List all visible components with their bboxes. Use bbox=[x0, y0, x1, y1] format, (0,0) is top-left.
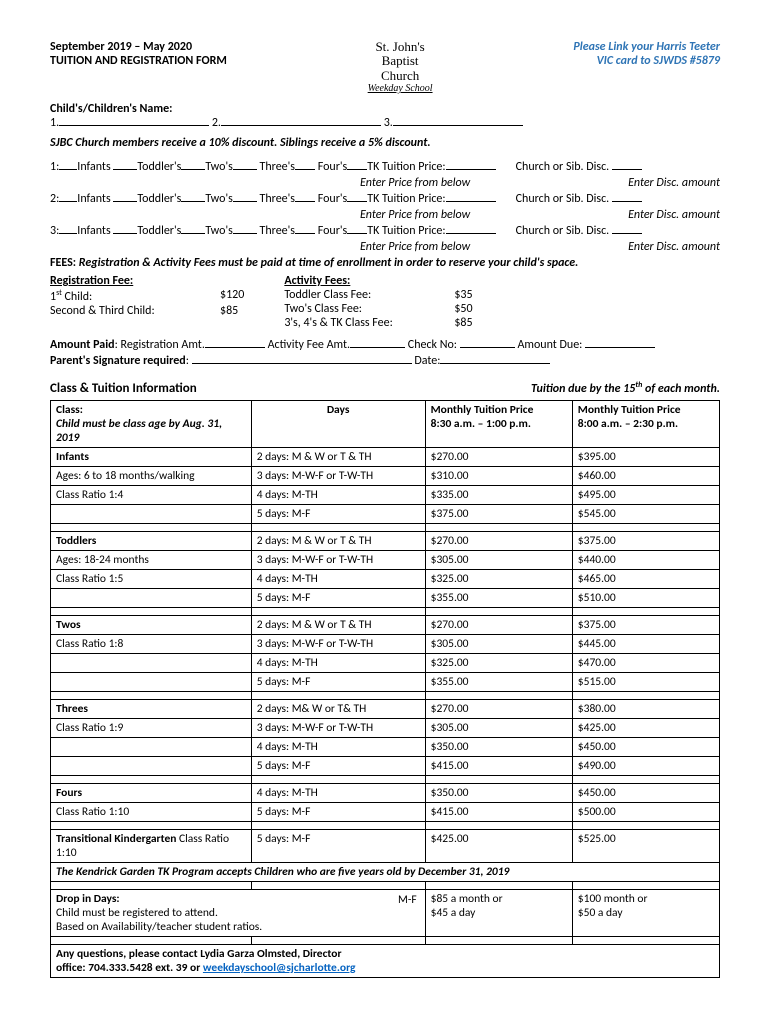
col-class: Class: Child must be class age by Aug. 3… bbox=[51, 400, 252, 447]
reg-fee-row: 1st Child: $120 bbox=[50, 288, 244, 304]
table-row: 4 days: M-TH$325.00$470.00 bbox=[51, 653, 720, 672]
signature-field[interactable] bbox=[192, 363, 412, 364]
table-row: Threes2 days: M& W or T& TH$270.00$380.0… bbox=[51, 699, 720, 718]
enroll-hint: Enter Price from belowEnter Disc. amount bbox=[50, 208, 720, 222]
activity-fee-title: Activity Fees: bbox=[284, 274, 472, 288]
col-days: Days bbox=[251, 400, 425, 447]
contact-row: Any questions, please contact Lydia Garz… bbox=[51, 944, 720, 977]
table-row: 5 days: M-F$355.00$510.00 bbox=[51, 588, 720, 607]
table-row: 4 days: M-TH$350.00$450.00 bbox=[51, 737, 720, 756]
table-row: Twos2 days: M & W or T & TH$270.00$375.0… bbox=[51, 615, 720, 634]
table-row: 5 days: M-F$375.00$545.00 bbox=[51, 504, 720, 523]
table-row: Ages: 6 to 18 months/walking3 days: M-W-… bbox=[51, 466, 720, 485]
table-row: Class Ratio 1:44 days: M-TH$335.00$495.0… bbox=[51, 485, 720, 504]
date-field[interactable] bbox=[440, 363, 550, 364]
registration-fee-title: Registration Fee: bbox=[50, 274, 244, 288]
enroll-row: 1:Infants Toddler'sTwo's Three's Four'sT… bbox=[50, 160, 720, 174]
child-name-field-1[interactable] bbox=[59, 125, 209, 126]
amount-paid-line: Amount Paid: Registration Amt. Activity … bbox=[50, 338, 720, 352]
act-fee-row: Two's Class Fee:$50 bbox=[284, 302, 472, 316]
table-row: Infants2 days: M & W or T & TH$270.00$39… bbox=[51, 447, 720, 466]
table-row: 5 days: M-F$415.00$490.00 bbox=[51, 756, 720, 775]
table-row: Class Ratio 1:83 days: M-W-F or T-W-TH$3… bbox=[51, 634, 720, 653]
discount-note: SJBC Church members receive a 10% discou… bbox=[50, 136, 720, 150]
act-amt-field[interactable] bbox=[350, 347, 405, 348]
header-left: September 2019 – May 2020 TUITION AND RE… bbox=[50, 40, 227, 68]
dropin-row: Drop in Days:Child must be registered to… bbox=[51, 889, 720, 936]
act-fee-row: 3's, 4's & TK Class Fee:$85 bbox=[284, 316, 472, 330]
col-price1: Monthly Tuition Price 8:30 a.m. – 1:00 p… bbox=[425, 400, 572, 447]
table-row: Class Ratio 1:105 days: M-F$415.00$500.0… bbox=[51, 802, 720, 821]
header: September 2019 – May 2020 TUITION AND RE… bbox=[50, 40, 720, 94]
child-name-field-2[interactable] bbox=[221, 125, 381, 126]
form-title: TUITION AND REGISTRATION FORM bbox=[50, 54, 227, 68]
class-tuition-header: Class & Tuition Information Tuition due … bbox=[50, 380, 720, 396]
col-price2: Monthly Tuition Price 8:00 a.m. – 2:30 p… bbox=[572, 400, 719, 447]
enroll-hint: Enter Price from belowEnter Disc. amount bbox=[50, 176, 720, 190]
child-name-label: Child's/Children's Name: bbox=[50, 102, 172, 116]
table-row: Ages: 18-24 months3 days: M-W-F or T-W-T… bbox=[51, 550, 720, 569]
fees-heading: FEES: FEES: Registration & Activity Fees… bbox=[50, 256, 720, 270]
act-fee-row: Toddler Class Fee:$35 bbox=[284, 288, 472, 302]
signature-line: Parent's Signature required: Date: bbox=[50, 354, 720, 368]
reg-amt-field[interactable] bbox=[205, 347, 265, 348]
child-name-field-3[interactable] bbox=[393, 125, 523, 126]
amount-due-field[interactable] bbox=[585, 347, 655, 348]
child-name-section: Child's/Children's Name: 1. 2. 3. bbox=[50, 102, 720, 130]
enroll-hint: Enter Price from belowEnter Disc. amount bbox=[50, 240, 720, 254]
enroll-row: 3:Infants Toddler'sTwo's Three's Four'sT… bbox=[50, 224, 720, 238]
table-row: Toddlers2 days: M & W or T & TH$270.00$3… bbox=[51, 531, 720, 550]
fees-section: Registration Fee: 1st Child: $120 Second… bbox=[50, 274, 720, 330]
church-logo-text: St. John's Baptist Church Weekday School bbox=[368, 40, 433, 94]
table-row: Transitional Kindergarten Class Ratio 1:… bbox=[51, 829, 720, 862]
date-range: September 2019 – May 2020 bbox=[50, 40, 227, 54]
reg-fee-row: Second & Third Child: $85 bbox=[50, 304, 244, 318]
vic-card-note: Please Link your Harris Teeter VIC card … bbox=[573, 40, 720, 68]
table-row: Fours4 days: M-TH$350.00$450.00 bbox=[51, 783, 720, 802]
contact-email[interactable]: weekdayschool@sjcharlotte.org bbox=[203, 961, 356, 975]
tuition-due-note: Tuition due by the 15th of each month. bbox=[531, 380, 720, 396]
table-row: Class Ratio 1:54 days: M-TH$325.00$465.0… bbox=[51, 569, 720, 588]
check-no-field[interactable] bbox=[460, 347, 515, 348]
table-row: Class Ratio 1:93 days: M-W-F or T-W-TH$3… bbox=[51, 718, 720, 737]
table-row: 5 days: M-F$355.00$515.00 bbox=[51, 672, 720, 691]
enroll-row: 2:Infants Toddler'sTwo's Three's Four'sT… bbox=[50, 192, 720, 206]
tuition-table: Class: Child must be class age by Aug. 3… bbox=[50, 400, 720, 978]
tk-note-row: The Kendrick Garden TK Program accepts C… bbox=[51, 862, 720, 881]
